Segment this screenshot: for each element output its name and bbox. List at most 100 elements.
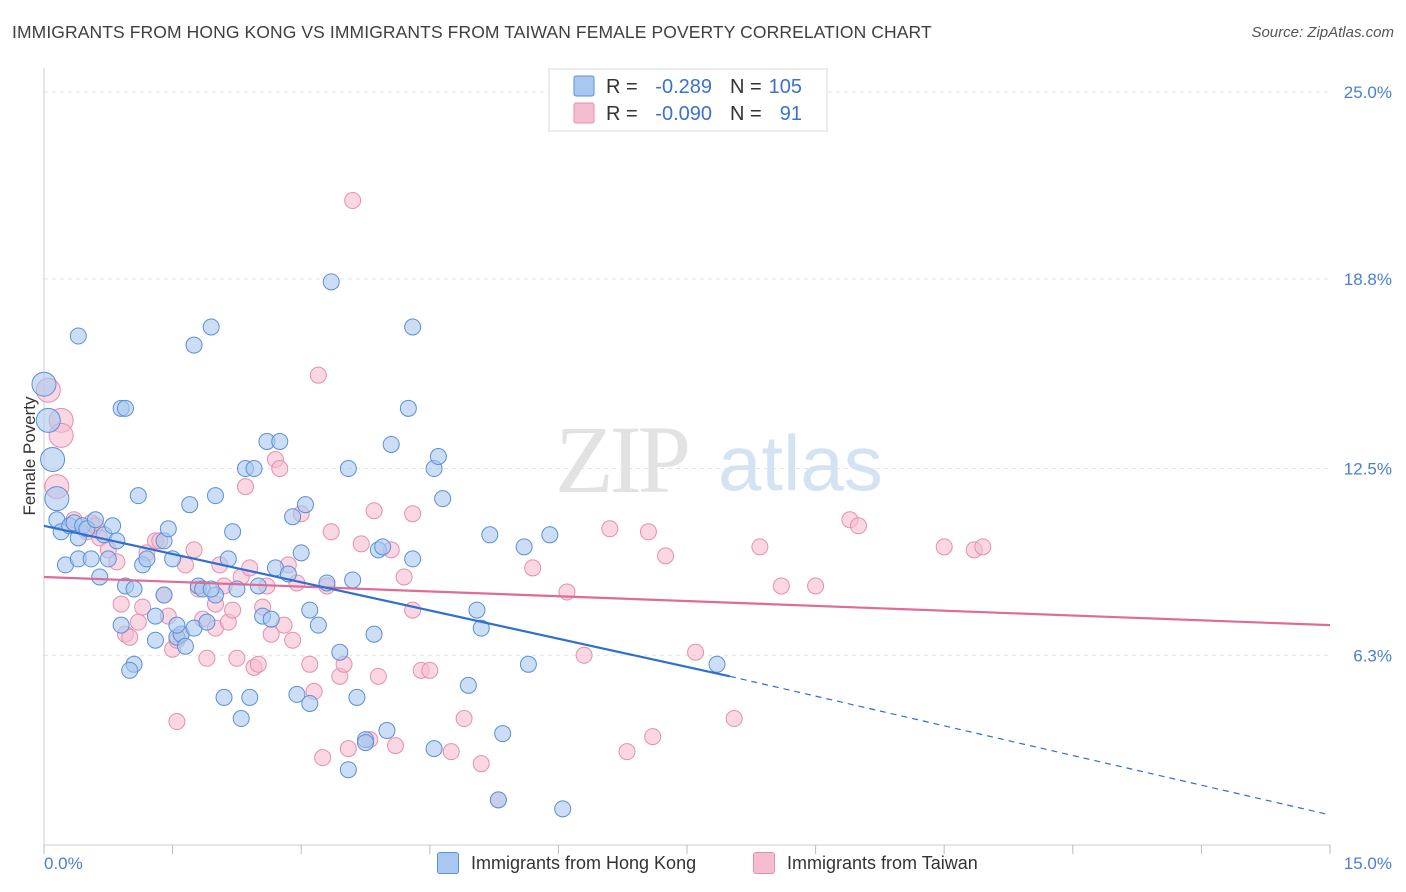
taiwan-point xyxy=(249,655,267,673)
taiwan-point xyxy=(387,737,405,755)
hongkong-point xyxy=(331,643,349,661)
trend-lines xyxy=(43,524,1331,816)
hongkong-point xyxy=(339,761,357,779)
hongkong-point xyxy=(232,710,250,728)
taiwan-point xyxy=(339,740,357,758)
taiwan-point xyxy=(935,538,953,556)
taiwan-point xyxy=(301,655,319,673)
watermark-atlas: atlas xyxy=(718,419,883,507)
y-tick-label: 18.8% xyxy=(1344,270,1392,289)
hongkong-point xyxy=(129,487,147,505)
legend-swatch-hongkong-bottom xyxy=(437,852,459,874)
hongkong-point xyxy=(309,616,327,634)
taiwan-point xyxy=(314,749,332,767)
chart-title: IMMIGRANTS FROM HONG KONG VS IMMIGRANTS … xyxy=(12,22,932,42)
hongkong-point xyxy=(31,371,57,397)
taiwan-point xyxy=(575,646,593,664)
legend-r-value-2: -0.090 xyxy=(655,103,712,125)
taiwan-point xyxy=(236,478,254,496)
hongkong-point xyxy=(515,538,533,556)
taiwan-point xyxy=(284,631,302,649)
hongkong-point xyxy=(82,550,100,568)
legend-item-taiwan: Immigrants from Taiwan xyxy=(753,852,978,874)
taiwan-point xyxy=(657,547,675,565)
legend-n-label-1: N = xyxy=(730,76,762,98)
legend-r-value-1: -0.289 xyxy=(655,76,712,98)
x-tick-label-min: 0.0% xyxy=(44,854,83,873)
taiwan-point xyxy=(404,505,422,523)
hongkong-point xyxy=(357,734,374,752)
legend-label-hongkong: Immigrants from Hong Kong xyxy=(471,852,697,873)
taiwan-point xyxy=(644,728,662,746)
legend-item-hongkong: Immigrants from Hong Kong xyxy=(437,852,696,874)
hongkong-point xyxy=(146,607,164,625)
taiwan-point xyxy=(395,568,413,586)
hongkong-point xyxy=(519,655,537,673)
hongkong-point xyxy=(262,610,280,628)
hongkong-point xyxy=(168,616,186,634)
hongkong-point xyxy=(429,448,447,465)
hongkong-point xyxy=(206,487,224,505)
hongkong-point xyxy=(241,688,259,706)
hongkong-point xyxy=(322,273,340,291)
legend-label-taiwan: Immigrants from Taiwan xyxy=(787,852,978,873)
hongkong-point xyxy=(301,601,319,619)
y-axis-label: Female Poverty xyxy=(20,396,39,516)
taiwan-trend-line xyxy=(43,575,1331,627)
taiwan-point xyxy=(442,743,460,761)
y-tick-labels: 6.3% 12.5% 18.8% 25.0% xyxy=(1344,83,1392,665)
hongkong-point xyxy=(202,580,220,598)
hongkong-point xyxy=(202,318,220,336)
hongkong-point xyxy=(146,631,164,649)
taiwan-point xyxy=(618,743,636,761)
legend-n-value-1: 105 xyxy=(769,76,802,98)
source-credit: Source: ZipAtlas.com xyxy=(1251,24,1394,41)
hongkong-point xyxy=(215,688,233,706)
hongkong-point xyxy=(112,616,130,634)
legend-r-label-2: R = xyxy=(606,103,638,125)
hongkong-point xyxy=(481,526,499,544)
hongkong-point xyxy=(104,517,122,535)
legend-swatch-hongkong xyxy=(573,75,595,97)
taiwan-point xyxy=(369,667,387,685)
hongkong-point xyxy=(176,637,194,655)
taiwan-point xyxy=(807,577,825,595)
legend-box: R = -0.289 N = 105 R = -0.090 N = 91 xyxy=(548,68,828,132)
hongkong-point xyxy=(494,725,512,743)
hongkong-point xyxy=(284,508,302,526)
hongkong-point xyxy=(86,511,104,529)
hongkong-point xyxy=(472,619,490,637)
legend-swatch-taiwan xyxy=(573,102,595,124)
hongkong-point xyxy=(91,568,109,586)
taiwan-point xyxy=(168,713,186,731)
hongkong-point xyxy=(185,336,203,354)
hongkong-point xyxy=(245,460,263,478)
taiwan-point xyxy=(974,538,992,556)
taiwan-point xyxy=(322,523,340,541)
taiwan-point xyxy=(849,517,867,535)
legend-r-label-1: R = xyxy=(606,76,638,98)
taiwan-point xyxy=(455,710,473,728)
x-tick-label-max: 15.0% xyxy=(1344,854,1392,873)
legend-n-value-2: 91 xyxy=(780,103,802,125)
taiwan-point xyxy=(772,577,790,595)
taiwan-point xyxy=(129,613,147,631)
hongkong-point xyxy=(554,800,572,818)
hongkong-point xyxy=(708,655,726,673)
y-tick-label: 6.3% xyxy=(1353,646,1392,665)
hongkong-point xyxy=(69,327,87,345)
hongkong-point xyxy=(159,520,177,538)
taiwan-point xyxy=(365,502,383,520)
taiwan-point xyxy=(472,755,490,773)
taiwan-point xyxy=(241,559,259,577)
taiwan-point xyxy=(344,192,362,210)
taiwan-point xyxy=(687,643,705,661)
hongkong-point xyxy=(40,447,66,473)
taiwan-point xyxy=(185,541,203,559)
hongkong-point xyxy=(296,496,314,514)
legend-n-label-2: N = xyxy=(730,103,762,125)
hongkong-point xyxy=(468,601,486,619)
x-ticks xyxy=(43,845,1331,854)
taiwan-point xyxy=(751,538,769,556)
